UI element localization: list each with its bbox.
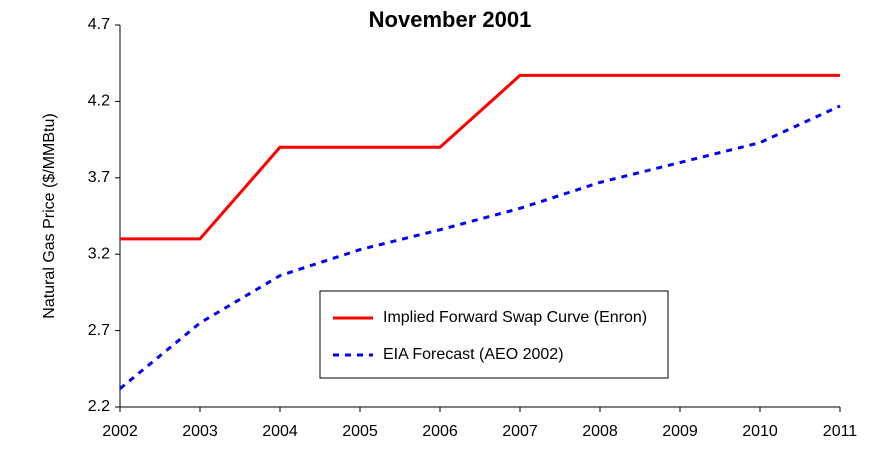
y-tick-label: 4.2 (88, 93, 110, 110)
y-axis-label: Natural Gas Price ($/MMBtu) (41, 113, 58, 318)
y-tick-label: 3.7 (88, 169, 110, 186)
series-line (120, 73, 840, 241)
legend-label: EIA Forecast (AEO 2002) (383, 346, 564, 363)
x-tick-label: 2006 (422, 423, 458, 440)
legend-label: Implied Forward Swap Curve (Enron) (383, 309, 647, 326)
chart-title: November 2001 (369, 7, 532, 32)
y-tick-label: 2.7 (88, 322, 110, 339)
x-tick-label: 2003 (182, 423, 218, 440)
x-tick-label: 2008 (582, 423, 618, 440)
x-tick-label: 2010 (742, 423, 778, 440)
legend-box (319, 290, 669, 379)
series-line (119, 104, 841, 390)
y-tick-label: 2.2 (88, 398, 110, 415)
y-tick-label: 4.7 (88, 16, 110, 33)
x-tick-label: 2002 (102, 423, 138, 440)
x-tick-label: 2005 (342, 423, 378, 440)
x-tick-label: 2004 (262, 423, 298, 440)
y-tick-label: 3.2 (88, 245, 110, 262)
x-tick-label: 2009 (662, 423, 698, 440)
x-tick-label: 2007 (502, 423, 538, 440)
x-tick-label: 2011 (823, 423, 858, 440)
